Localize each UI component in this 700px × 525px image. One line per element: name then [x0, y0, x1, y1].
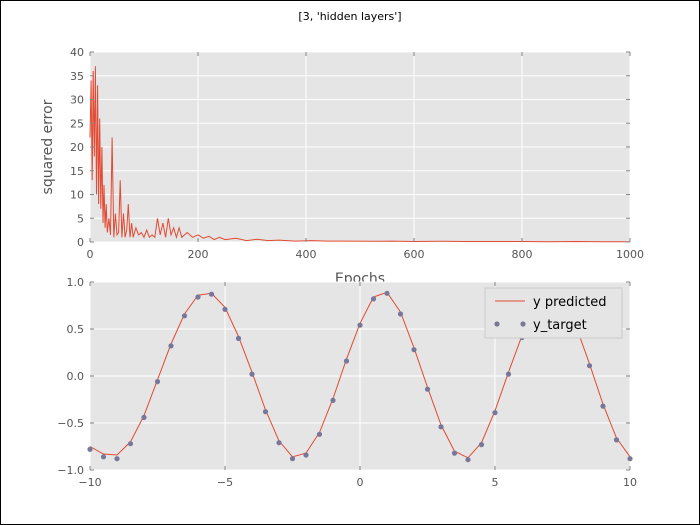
y-tick-label: 20 [70, 141, 84, 154]
marker-y-target [303, 452, 309, 458]
x-tick-label: 5 [492, 476, 499, 489]
marker-y-target [127, 441, 134, 447]
y-tick-label: 10 [70, 189, 84, 202]
marker-y-target [114, 456, 120, 462]
marker-y-target [289, 456, 296, 462]
marker-y-target [397, 311, 404, 317]
x-tick-label: 0 [87, 248, 94, 261]
marker-y-target [141, 414, 147, 420]
marker-y-target [87, 446, 93, 452]
marker-y-target [330, 397, 336, 403]
marker-y-target [154, 379, 161, 385]
x-tick-label: 10 [623, 476, 637, 489]
marker-y-target [451, 450, 458, 456]
x-tick-label: 600 [404, 248, 425, 261]
legend-marker-swatch [494, 321, 526, 327]
marker-y-target [343, 358, 350, 364]
x-tick-label: 400 [296, 248, 317, 261]
y-tick-label: 0 [77, 236, 84, 249]
marker-y-target [627, 456, 633, 462]
legend-label-y-predicted: y predicted [533, 295, 607, 310]
marker-y-target [316, 431, 323, 437]
y-tick-label: 30 [70, 94, 84, 107]
prediction-plot-ticks: −10 −5 0 5 10 −1.0 −0.5 0.0 0.5 1.0 [57, 276, 637, 489]
marker-y-target [181, 313, 188, 319]
marker-y-target [208, 291, 215, 297]
prediction-plot-grid [89, 281, 631, 471]
x-tick-label: 0 [357, 476, 364, 489]
marker-y-target [235, 335, 242, 341]
y-tick-label: 40 [70, 46, 84, 59]
marker-y-target [384, 290, 390, 296]
y-tick-label: 15 [70, 165, 84, 178]
legend-label-y-target: y_target [533, 318, 587, 333]
marker-y-target [168, 343, 174, 349]
x-tick-label: 1000 [616, 248, 644, 261]
marker-y-target [249, 371, 255, 377]
y-tick-label: 25 [70, 117, 84, 130]
marker-y-target [613, 437, 620, 443]
y-tick-label: 0.0 [67, 370, 85, 383]
error-plot-ticks: 0 200 400 600 800 1000 0 5 10 15 20 25 30 35 40 [70, 46, 644, 261]
legend-marker-dot [520, 321, 526, 327]
marker-y-target [586, 363, 593, 369]
y-tick-label: −0.5 [57, 417, 84, 430]
y-tick-label: −1.0 [57, 464, 84, 477]
x-tick-label: −10 [78, 476, 101, 489]
marker-y-target [505, 371, 512, 377]
figure-title: [3, 'hidden layers'] [298, 10, 401, 23]
series-line-squared-error [89, 66, 630, 243]
marker-y-target [100, 454, 107, 460]
marker-y-target [600, 403, 606, 409]
y-tick-label: 0.5 [67, 323, 85, 336]
marker-y-target [370, 296, 377, 302]
marker-y-target [262, 409, 269, 415]
legend-marker-dot [494, 321, 500, 327]
x-tick-label: 800 [512, 248, 533, 261]
marker-y-target [195, 294, 201, 300]
legend: y predicted y_target [484, 287, 623, 339]
legend-box [484, 287, 623, 339]
marker-y-target [276, 440, 282, 446]
y-tick-label: 1.0 [67, 276, 85, 289]
marker-y-target [424, 386, 431, 392]
marker-y-target [465, 457, 471, 463]
x-tick-label: 200 [188, 248, 209, 261]
error-plot-ylabel: squared error [40, 99, 56, 194]
marker-y-target [357, 322, 363, 328]
y-tick-label: 5 [77, 212, 84, 225]
x-tick-label: −5 [217, 476, 233, 489]
marker-y-target [478, 442, 485, 448]
marker-y-target [222, 306, 228, 312]
marker-y-target [438, 424, 444, 430]
y-tick-label: 35 [70, 70, 84, 83]
error-plot-series [89, 66, 630, 243]
prediction-plot: −10 −5 0 5 10 −1.0 −0.5 0.0 0.5 1.0 y predicted y… [57, 276, 637, 489]
marker-y-target [492, 410, 498, 416]
marker-y-target [411, 347, 417, 353]
